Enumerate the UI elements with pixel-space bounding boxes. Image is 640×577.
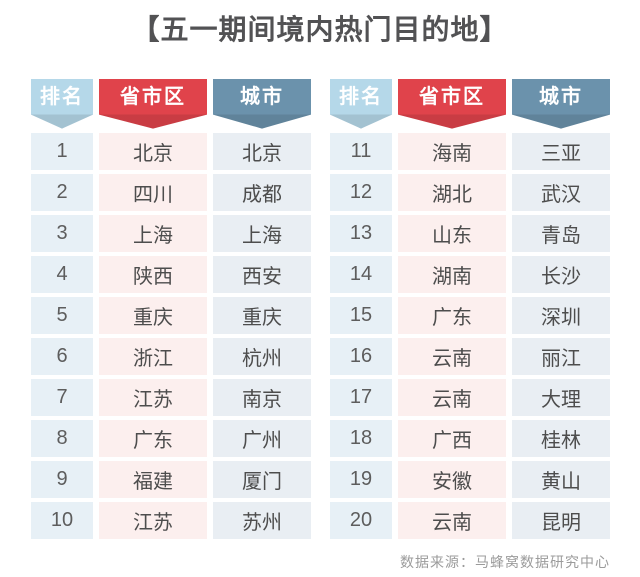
cell-rank: 2 (31, 173, 93, 211)
cell-city: 黄山 (512, 460, 610, 498)
cell-city: 广州 (213, 419, 311, 457)
cell-province: 海南 (398, 132, 506, 170)
cell-rank: 7 (31, 378, 93, 416)
cell-city: 上海 (213, 214, 311, 252)
table-row: 20 云南 昆明 (330, 501, 610, 539)
cell-rank: 5 (31, 296, 93, 334)
cell-rank: 10 (31, 501, 93, 539)
cell-city: 苏州 (213, 501, 311, 539)
table-row: 10 江苏 苏州 (31, 501, 311, 539)
data-source-note: 数据来源：马蜂窝数据研究中心 (400, 553, 610, 570)
table-row: 5 重庆 重庆 (31, 296, 311, 334)
table-row: 8 广东 广州 (31, 419, 311, 457)
table-row: 3 上海 上海 (31, 214, 311, 252)
header-province: 省市区 (99, 78, 207, 129)
cell-rank: 15 (330, 296, 392, 334)
table-row: 7 江苏 南京 (31, 378, 311, 416)
table-row: 12 湖北 武汉 (330, 173, 610, 211)
cell-province: 江苏 (99, 378, 207, 416)
table-row: 17 云南 大理 (330, 378, 610, 416)
cell-city: 长沙 (512, 255, 610, 293)
table-row: 18 广西 桂林 (330, 419, 610, 457)
rank-table-right: 排名 省市区 城市 11 海南 三亚 12 湖北 武汉 13 山东 青岛 14 (330, 78, 610, 539)
cell-province: 山东 (398, 214, 506, 252)
cell-city: 西安 (213, 255, 311, 293)
header-province: 省市区 (398, 78, 506, 129)
cell-city: 重庆 (213, 296, 311, 334)
cell-rank: 6 (31, 337, 93, 375)
cell-rank: 8 (31, 419, 93, 457)
table-row: 2 四川 成都 (31, 173, 311, 211)
page-title: 【五一期间境内热门目的地】 (131, 14, 509, 45)
cell-rank: 20 (330, 501, 392, 539)
cell-rank: 14 (330, 255, 392, 293)
table-row: 14 湖南 长沙 (330, 255, 610, 293)
table-row: 15 广东 深圳 (330, 296, 610, 334)
cell-rank: 11 (330, 132, 392, 170)
cell-province: 江苏 (99, 501, 207, 539)
cell-rank: 19 (330, 460, 392, 498)
table-row: 19 安徽 黄山 (330, 460, 610, 498)
header-rank: 排名 (31, 78, 93, 129)
cell-city: 昆明 (512, 501, 610, 539)
header-rank: 排名 (330, 78, 392, 129)
cell-rank: 16 (330, 337, 392, 375)
cell-province: 广西 (398, 419, 506, 457)
cell-city: 武汉 (512, 173, 610, 211)
table-row: 9 福建 厦门 (31, 460, 311, 498)
cell-province: 湖北 (398, 173, 506, 211)
rank-table-left: 排名 省市区 城市 1 北京 北京 2 四川 成都 3 上海 上海 4 陕西 (31, 78, 311, 539)
cell-province: 福建 (99, 460, 207, 498)
cell-rank: 17 (330, 378, 392, 416)
table-row: 13 山东 青岛 (330, 214, 610, 252)
table-header-row: 排名 省市区 城市 (31, 78, 311, 129)
table-row: 1 北京 北京 (31, 132, 311, 170)
cell-rank: 4 (31, 255, 93, 293)
cell-province: 云南 (398, 337, 506, 375)
cell-city: 北京 (213, 132, 311, 170)
table-row: 16 云南 丽江 (330, 337, 610, 375)
table-row: 11 海南 三亚 (330, 132, 610, 170)
header-city: 城市 (213, 78, 311, 129)
table-header-row: 排名 省市区 城市 (330, 78, 610, 129)
cell-city: 深圳 (512, 296, 610, 334)
cell-province: 云南 (398, 501, 506, 539)
cell-province: 陕西 (99, 255, 207, 293)
cell-city: 南京 (213, 378, 311, 416)
cell-rank: 1 (31, 132, 93, 170)
cell-province: 安徽 (398, 460, 506, 498)
cell-province: 四川 (99, 173, 207, 211)
table-row: 6 浙江 杭州 (31, 337, 311, 375)
cell-city: 杭州 (213, 337, 311, 375)
cell-province: 重庆 (99, 296, 207, 334)
cell-city: 成都 (213, 173, 311, 211)
header-city: 城市 (512, 78, 610, 129)
cell-rank: 9 (31, 460, 93, 498)
cell-rank: 12 (330, 173, 392, 211)
cell-province: 广东 (99, 419, 207, 457)
cell-city: 桂林 (512, 419, 610, 457)
tables-container: 排名 省市区 城市 1 北京 北京 2 四川 成都 3 上海 上海 4 陕西 (0, 78, 640, 539)
cell-province: 湖南 (398, 255, 506, 293)
table-row: 4 陕西 西安 (31, 255, 311, 293)
cell-province: 浙江 (99, 337, 207, 375)
cell-rank: 13 (330, 214, 392, 252)
cell-province: 广东 (398, 296, 506, 334)
cell-rank: 18 (330, 419, 392, 457)
cell-rank: 3 (31, 214, 93, 252)
cell-province: 北京 (99, 132, 207, 170)
cell-province: 上海 (99, 214, 207, 252)
cell-province: 云南 (398, 378, 506, 416)
cell-city: 丽江 (512, 337, 610, 375)
cell-city: 大理 (512, 378, 610, 416)
cell-city: 厦门 (213, 460, 311, 498)
cell-city: 三亚 (512, 132, 610, 170)
cell-city: 青岛 (512, 214, 610, 252)
